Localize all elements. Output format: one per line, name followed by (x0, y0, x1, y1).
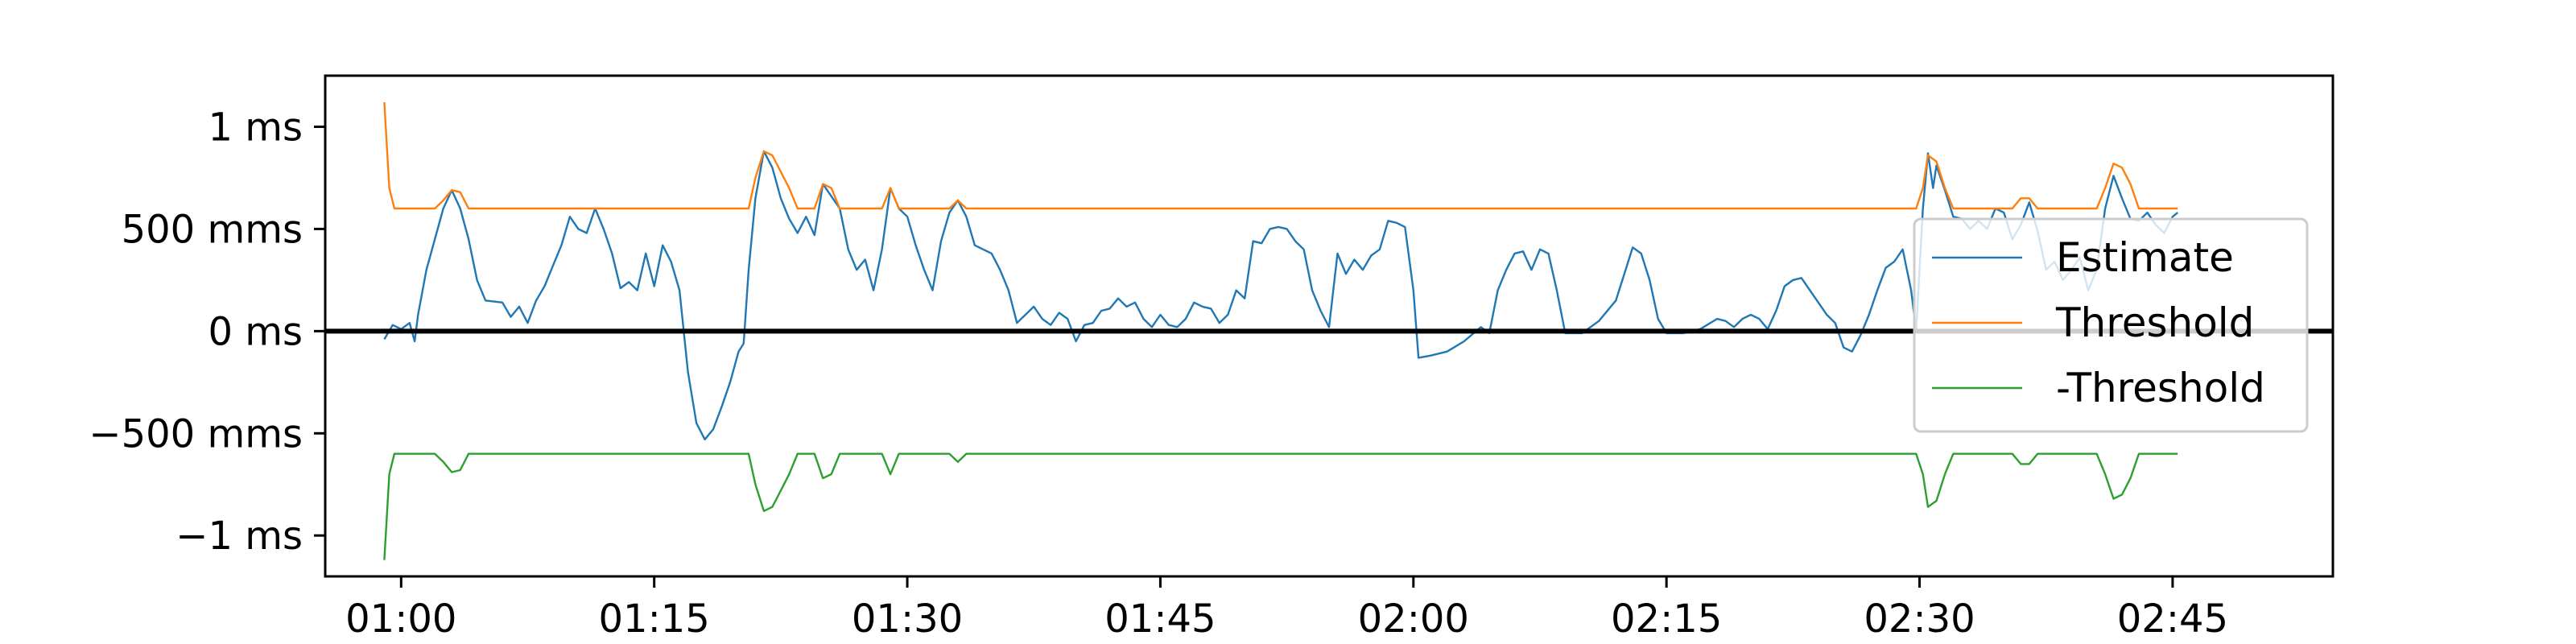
x-tick-label: 02:15 (1611, 597, 1722, 642)
x-tick-label: 02:00 (1358, 597, 1469, 642)
y-tick-label: −1 ms (175, 514, 303, 559)
x-tick-label: 01:15 (599, 597, 710, 642)
legend-box (1913, 217, 2309, 433)
legend-label: Threshold (2055, 299, 2254, 346)
x-tick-label: 01:45 (1104, 597, 1216, 642)
plot-frame (324, 74, 2334, 578)
y-tick-label: −500 mms (89, 411, 303, 456)
x-tick-label: 01:30 (852, 597, 963, 642)
series-line-1 (383, 101, 2178, 210)
axes-layer: 01:00 01:15 01:30 01:45 02:00 02:15 02:30 02:45… (89, 105, 2228, 642)
legend-label: Estimate (2056, 234, 2234, 281)
y-tick-label: 1 ms (208, 105, 303, 150)
legend: Estimate Threshold -Threshold (1913, 217, 2309, 433)
series-layer (383, 101, 2178, 560)
legend-label: -Threshold (2056, 365, 2265, 411)
x-tick-label: 02:45 (2117, 597, 2228, 642)
series-line-0 (383, 150, 2178, 441)
x-tick-label: 02:30 (1864, 597, 1975, 642)
y-tick-label: 500 mms (122, 207, 303, 252)
series-line-2 (383, 452, 2178, 560)
y-tick-label: 0 ms (208, 309, 303, 354)
x-tick-label: 01:00 (345, 597, 456, 642)
